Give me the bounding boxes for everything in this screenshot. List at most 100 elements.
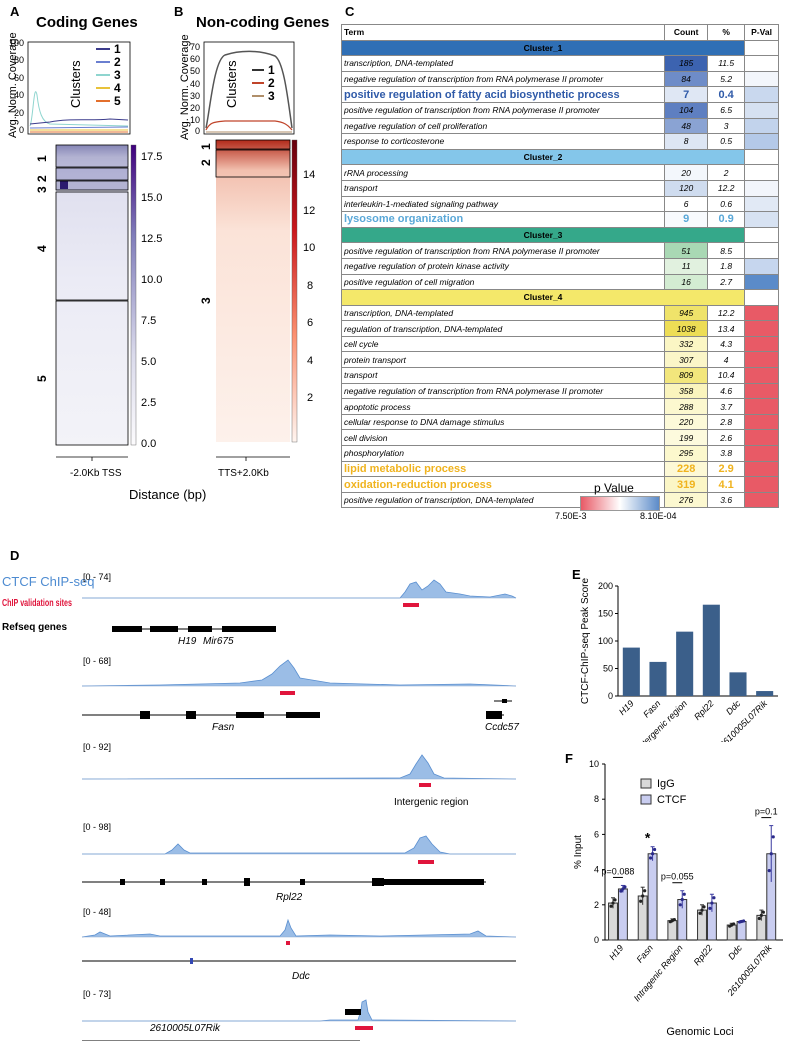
panel-b-ytick: 10: [190, 115, 200, 125]
f-xlabel: Genomic Loci: [666, 1026, 733, 1038]
gene-h19: H19: [178, 636, 197, 647]
panel-b-ytick: 0: [195, 126, 200, 136]
f-data-point: [710, 901, 714, 905]
legend-b-cluster-1: 1: [268, 63, 275, 77]
go-term-row: protein transport 307 4: [340, 351, 779, 369]
f-legend-label: IgG: [657, 778, 675, 790]
locus-range: [0 - 92]: [83, 742, 111, 752]
go-term-row: regulation of transcription, DNA-templat…: [340, 320, 779, 337]
panel-a-legend-title: Clusters: [68, 60, 83, 108]
go-term-row: interleukin-1-mediated signaling pathway…: [340, 195, 779, 213]
f-bar-ctcf: [736, 921, 747, 941]
panel-a-line-cluster-1: [29, 118, 129, 125]
f-data-point: [648, 856, 653, 860]
go-count: 295: [664, 445, 709, 462]
panel-a-heatmap: [56, 145, 128, 445]
panel-b-legend-title: Clusters: [224, 60, 239, 108]
f-category-label: H19: [607, 943, 625, 962]
refseq-label: Refseq genes: [2, 622, 67, 633]
f-legend-label: CTCF: [657, 794, 687, 806]
go-percent: 0.9: [707, 211, 746, 228]
go-term: apoptotic process: [340, 398, 666, 415]
go-cluster-name: Cluster_3: [340, 226, 746, 244]
go-pvalue-cell: [744, 367, 779, 384]
panel-a-row-1: 1: [35, 155, 49, 162]
chip-track-2610005l07rik: [82, 999, 517, 1022]
go-term: negative regulation of cell proliferatio…: [340, 117, 666, 135]
f-ylabel: % Input: [573, 835, 584, 869]
distance-xlabel: Distance (bp): [129, 487, 207, 502]
panel-a-row-4: 4: [35, 245, 49, 252]
go-percent: 5.2: [707, 70, 746, 88]
chip-track-h19: [82, 579, 517, 599]
panel-label-c: C: [345, 4, 355, 19]
f-data-point: [609, 904, 613, 908]
e-bar: [702, 604, 720, 696]
f-ytick-label: 8: [594, 794, 599, 804]
f-data-point: [641, 894, 645, 898]
go-count: 185: [664, 55, 709, 72]
go-count: 276: [664, 491, 709, 509]
f-data-point: [771, 835, 775, 839]
f-legend-swatch: [640, 778, 652, 789]
f-data-point: [621, 887, 625, 891]
go-percent: 2.8: [707, 413, 746, 431]
go-percent: 4: [707, 351, 746, 369]
f-significance-label: *: [645, 830, 651, 846]
validation-site: [418, 860, 434, 864]
go-term: rRNA processing: [340, 164, 666, 181]
go-count: 8: [664, 133, 709, 150]
go-pvalue-cell: [744, 320, 779, 337]
go-pvalue-cell: [744, 179, 779, 197]
go-term-row: negative regulation of transcription fro…: [340, 382, 779, 400]
e-ytick-label: 150: [598, 609, 613, 619]
go-term: lipid metabolic process: [340, 460, 666, 478]
e-ytick-label: 100: [598, 636, 613, 646]
f-bar-igg: [608, 902, 618, 941]
go-term-row: apoptotic process 288 3.7: [340, 398, 779, 415]
cb-tick: 17.5: [141, 151, 162, 163]
go-count: 20: [664, 164, 709, 181]
go-count: 120: [664, 179, 709, 197]
go-term: positive regulation of transcription fro…: [340, 101, 666, 119]
go-term: interleukin-1-mediated signaling pathway: [340, 195, 666, 213]
legend-cluster-3: 3: [114, 68, 121, 82]
panel-b-ytick: 30: [190, 91, 200, 101]
panel-a-row-3: 3: [35, 186, 49, 193]
go-cluster-name: Cluster_1: [340, 39, 746, 57]
go-count: 51: [664, 242, 709, 259]
go-enrichment-table: Term Count% P-Val Cluster_1 transcription, D…: [340, 24, 779, 509]
go-pvalue-cell: [744, 445, 779, 462]
panel-a-title: Coding Genes: [36, 14, 138, 31]
cb-tick: 5.0: [141, 356, 156, 368]
f-data-point: [767, 869, 771, 873]
panel-f-chip-qpcr-chart: 0 2 4 6 8 10 % Input Genomic Loci p=0.088 H19 * Fas…: [573, 759, 783, 1038]
go-count: 199: [664, 429, 709, 447]
go-percent: 2: [707, 164, 746, 181]
go-count: 319: [664, 476, 709, 493]
go-pvalue-cell: [744, 273, 779, 291]
go-term: response to corticosterone: [340, 133, 666, 150]
panel-a-ytick: 80: [14, 55, 24, 65]
go-term: phosphorylation: [340, 445, 666, 462]
panel-a-ytick: 20: [14, 108, 24, 118]
go-term: positive regulation of cell migration: [340, 273, 666, 291]
go-pvalue-cell: [744, 133, 779, 150]
chip-track-ddc: [81, 918, 517, 938]
cb-b-tick: 6: [307, 317, 313, 329]
go-percent: 0.4: [707, 86, 746, 103]
go-count: 11: [664, 257, 709, 275]
e-bar: [756, 691, 774, 696]
go-count: 16: [664, 273, 709, 291]
go-pvalue-cell: [744, 86, 779, 103]
go-percent: 3: [707, 117, 746, 135]
e-ylabel: CTCF-ChIP-seq Peak Score: [580, 577, 591, 704]
go-count: 104: [664, 101, 709, 119]
go-term: cell cycle: [340, 335, 666, 353]
go-pvalue-cell: [744, 242, 779, 259]
panel-a-ytick: 60: [14, 73, 24, 83]
panel-b-row-3: 3: [199, 297, 213, 304]
panel-b-ytick: 40: [190, 79, 200, 89]
cb-b-tick: 12: [303, 205, 315, 217]
gene-ccdc57: Ccdc57: [485, 722, 519, 733]
